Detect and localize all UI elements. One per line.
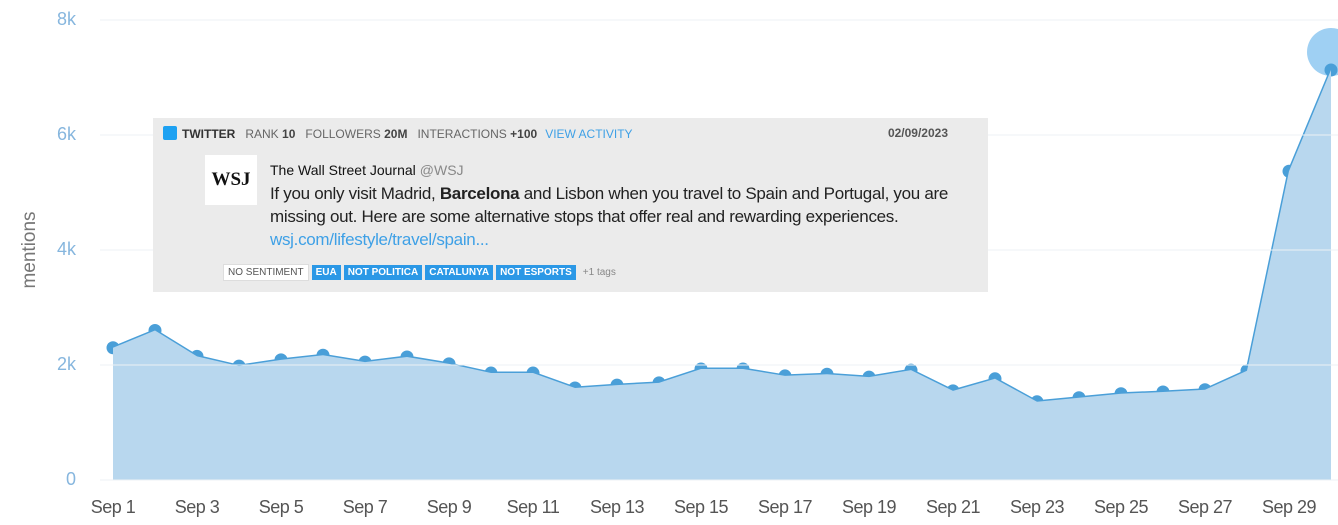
tag[interactable]: EUA [311, 265, 341, 280]
y-tick-label: 4k [57, 239, 77, 259]
link[interactable]: wsj.com/lifestyle/travel/spain... [270, 230, 489, 249]
area [113, 70, 1331, 481]
followers: 20M [384, 127, 408, 141]
rank-label: RANK [245, 127, 279, 141]
sentiment[interactable]: NO SENTIMENT [223, 264, 309, 281]
x-tick-label: Sep 19 [842, 497, 897, 517]
tweet-text: If you only visit Madrid, Barcelona and … [270, 182, 950, 251]
date: 02/09/2023 [887, 126, 948, 140]
x-tick-label: Sep 23 [1010, 497, 1065, 517]
tooltip: TWITTER RANK 10 FOLLOWERS 20M INTERACTIO… [153, 118, 988, 292]
text-bold: Barcelona [439, 184, 520, 203]
network: TWITTER [182, 127, 236, 141]
x-tick-label: Sep 21 [926, 497, 981, 517]
x-tick-label: Sep 5 [259, 497, 304, 517]
tags: NO SENTIMENT EUA NOT POLITICA CATALUNYA NOT … [223, 264, 623, 281]
x-tick-label: Sep 11 [507, 497, 560, 517]
handle: @WSJ [419, 162, 464, 178]
x-tick-label: Sep 9 [427, 497, 472, 517]
interactions: +100 [510, 127, 538, 141]
author: The Wall Street Journal [270, 162, 416, 178]
x-tick-label: Sep 25 [1094, 497, 1149, 517]
view-activity[interactable]: VIEW ACTIVITY [545, 127, 633, 141]
x-tick-label: Sep 3 [175, 497, 220, 517]
x-tick-label: Sep 29 [1262, 497, 1317, 517]
interactions-label: INTERACTIONS [417, 127, 507, 141]
x-tick-label: Sep 27 [1178, 497, 1233, 517]
y-tick-label: 2k [57, 354, 77, 374]
followers-label: FOLLOWERS [305, 127, 381, 141]
logo: WSJ [205, 155, 257, 205]
x-tick-label: Sep 13 [590, 497, 645, 517]
x-tick-label: Sep 17 [758, 497, 813, 517]
text: and Lisbon when you travel to Spain and … [270, 184, 949, 226]
y-tick-label: 6k [57, 124, 77, 144]
x-tick-label: Sep 15 [674, 497, 729, 517]
tooltip-header: TWITTER RANK 10 FOLLOWERS 20M INTERACTIO… [163, 126, 633, 141]
rank: 10 [282, 127, 296, 141]
tag[interactable]: NOT ESPORTS [496, 265, 576, 280]
more-tags[interactable]: +1 tags [582, 267, 616, 278]
y-tick-label: 8k [57, 9, 77, 29]
text: If you only visit Madrid, [270, 184, 440, 203]
y-tick-label: 0 [66, 469, 76, 489]
x-tick-label: Sep 1 [91, 497, 136, 517]
tag[interactable]: NOT POLITICA [343, 265, 423, 280]
x-tick-label: Sep 7 [343, 497, 388, 517]
y-axis-label: mentions [19, 211, 40, 288]
tag[interactable]: CATALUNYA [425, 265, 494, 280]
author-line: The Wall Street Journal @WSJ [270, 162, 464, 178]
